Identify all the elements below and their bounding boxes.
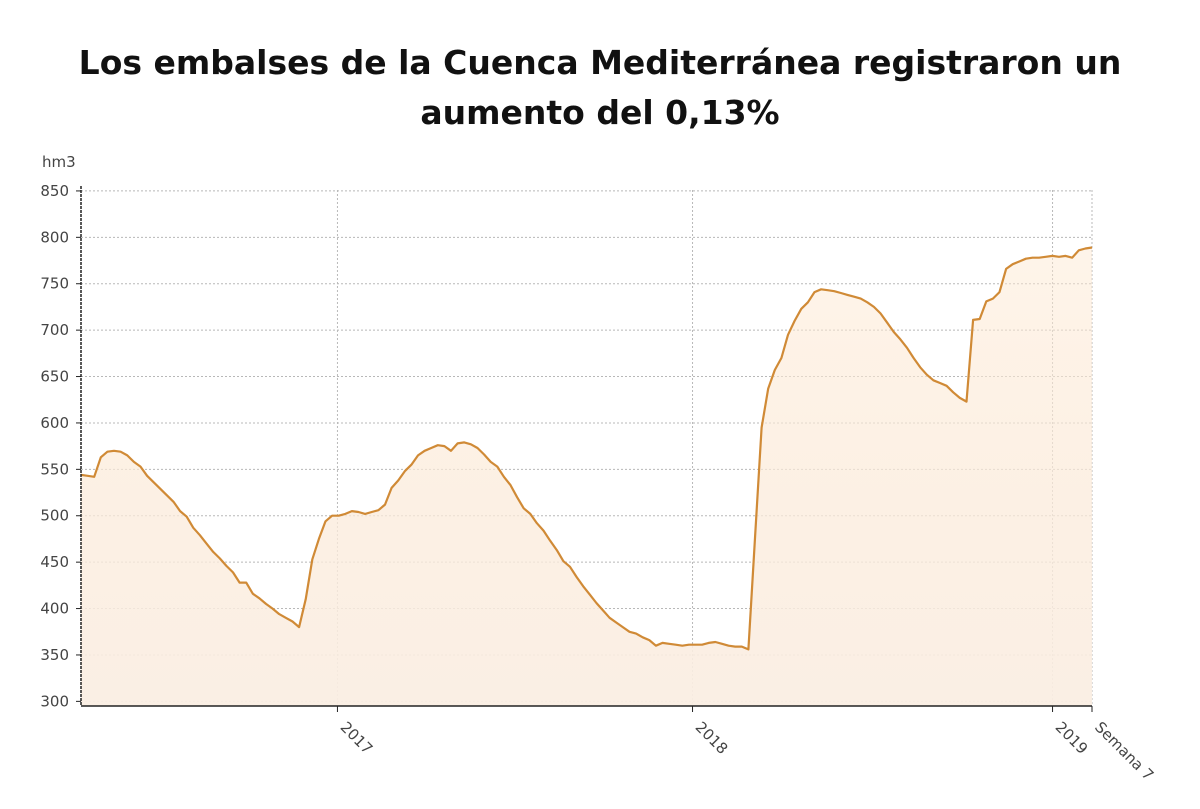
y-axis-label: hm3 bbox=[42, 153, 76, 171]
axes bbox=[76, 186, 1093, 712]
series-line bbox=[80, 246, 1093, 651]
series-area bbox=[81, 247, 1092, 706]
y-tick-label: 300 bbox=[40, 692, 69, 710]
y-tick-label: 550 bbox=[40, 460, 69, 478]
x-tick-label: 2019 bbox=[1052, 718, 1092, 758]
chart-title: Los embalses de la Cuenca Mediterránea r… bbox=[78, 43, 1122, 132]
y-tick-label: 400 bbox=[40, 600, 69, 618]
y-tick-label: 650 bbox=[40, 368, 69, 386]
x-tick-label: 2017 bbox=[337, 718, 377, 758]
y-tick-label: 600 bbox=[40, 414, 69, 432]
y-tick-label: 450 bbox=[40, 553, 69, 571]
y-tick-label: 800 bbox=[40, 228, 69, 246]
y-tick-label: 850 bbox=[40, 182, 69, 200]
y-tick-label: 700 bbox=[40, 321, 69, 339]
y-tick-label: 500 bbox=[40, 507, 69, 525]
x-tick-label: 2018 bbox=[692, 718, 732, 758]
x-tick-label: Semana 7 bbox=[1091, 718, 1157, 784]
y-tick-label: 750 bbox=[40, 275, 69, 293]
y-tick-label: 350 bbox=[40, 646, 69, 664]
